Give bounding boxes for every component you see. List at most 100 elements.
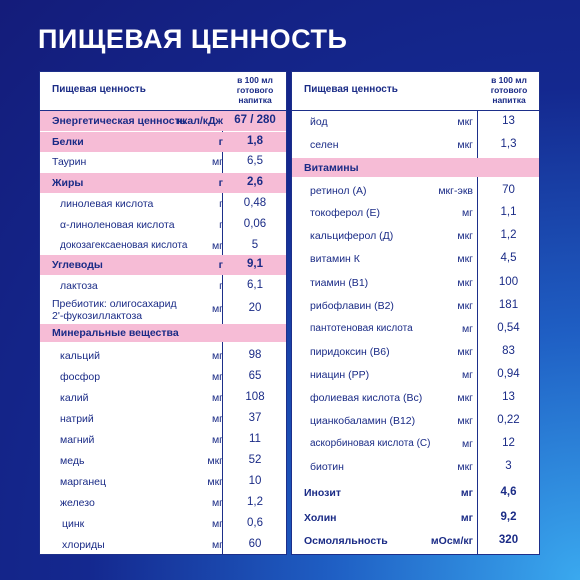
row-unit: мг [211,392,223,404]
row-name: фолиевая кислота (Вс) [310,392,423,404]
row-name: докозагексаеновая кислота [60,240,188,251]
row-unit: г [218,177,223,189]
row-unit: мкг [457,346,473,358]
table-header: Пищевая ценность в 100 мл готового напит… [292,72,539,111]
row-name: Жиры [52,177,84,189]
row-name: токоферол (Е) [310,207,381,219]
row-value: 13 [502,115,515,127]
row-unit: мг [211,434,223,446]
row-unit: г [219,280,223,292]
row-value: 1,2 [247,496,263,508]
row-value: 0,06 [243,218,267,230]
table-row: хлориды мг 60 [40,531,286,552]
table-row: ниацин (РР) мг 0,94 [292,361,539,384]
table-row: витамин К мкг 4,5 [292,246,539,269]
row-unit: мг [460,512,473,524]
row-unit: мг [211,156,223,168]
row-value: 1,8 [247,135,263,147]
section-name: Витамины [304,162,359,174]
column-divider [222,72,223,554]
row-value: 6,5 [247,155,263,167]
row-name: цинк [62,518,85,530]
table-row: йод мкг 13 [292,111,539,132]
row-value: 4,5 [500,252,517,264]
table-header: Пищевая ценность в 100 мл готового напит… [40,72,286,111]
table-row: Таурин мг 6,5 [40,152,286,173]
right-nutrition-table: Пищевая ценность в 100 мл готового напит… [292,72,539,554]
table-row: аскорбиновая кислота (С) мг 12 [292,430,539,453]
row-value: 100 [498,276,519,288]
table-row: лактоза г 6,1 [40,275,286,295]
row-unit: мг [461,369,473,381]
table-row: натрий мг 37 [40,405,286,426]
table-row: пиридоксин (В6) мкг 83 [292,338,539,361]
row-value: 2,6 [247,176,263,188]
section-name: Минеральные вещества [52,327,179,339]
table-row: α-линоленовая кислота г 0,06 [40,213,286,234]
table-row: рибофлавин (В2) мкг 181 [292,292,539,315]
row-name: Инозит [304,487,341,499]
row-unit: мг [211,539,223,551]
row-name: рибофлавин (В2) [310,300,394,312]
row-name: Пребиотик: олигосахарид [52,298,177,310]
column-divider [477,72,478,554]
table-row: докозагексаеновая кислота мг 5 [40,234,286,255]
row-value: 5 [251,239,259,251]
row-value: 70 [502,184,515,196]
row-unit: ккал/кДж [176,115,223,127]
row-value: 0,48 [243,197,267,209]
section-row: Минеральные вещества [40,324,286,342]
row-value: 37 [248,412,262,424]
row-unit: мг [211,497,223,509]
row-value: 6,1 [247,279,263,291]
table-row: селен мкг 1,3 [292,132,539,153]
row-unit: мкг [457,116,473,128]
table-row: ретинол (А) мкг-экв 70 [292,178,539,200]
row-name: кальций [60,350,101,362]
row-name: хлориды [62,539,105,551]
row-unit: мкг [457,392,473,404]
header-per-100ml: в 100 мл готового напитка [236,75,274,105]
row-unit: мг [211,371,223,383]
row-name: Таурин [52,156,87,168]
row-name: аскорбиновая кислота (С) [310,438,431,449]
row-name: селен [310,139,339,151]
header-per-100ml: в 100 мл готового напитка [490,75,528,105]
row-name: линолевая кислота [60,198,154,210]
row-value: 11 [249,433,261,445]
row-value: 13 [502,391,515,403]
table-row: биотин мкг 3 [292,453,539,476]
row-name: йод [310,116,328,128]
row-value: 3 [505,460,512,472]
row-name: Углеводы [52,259,103,271]
row-unit: г [218,136,223,148]
row-name: Осмоляльность [304,535,388,547]
row-unit: мкг [457,139,473,151]
table-row: калий мг 108 [40,384,286,405]
table-row: Белки г 1,8 [40,132,286,152]
row-value: 1,3 [500,138,517,150]
table-row: кальций мг 98 [40,342,286,363]
row-name: медь [60,455,85,467]
row-name: цианкобаламин (В12) [310,415,416,427]
row-unit: мкг [457,253,473,265]
row-unit: мкг [207,476,223,488]
table-row: фосфор мг 65 [40,363,286,384]
row-name: Энергетическая ценность [52,115,187,127]
row-value: 65 [248,370,262,382]
row-name: пиридоксин (В6) [310,346,390,358]
row-value: 83 [502,345,515,357]
table-row: Пребиотик: олигосахарид 2'-фукозиллактоз… [40,295,286,323]
row-name: калий [60,392,89,404]
row-unit: мкг [457,415,473,427]
table-row: Углеводы г 9,1 [40,255,286,275]
row-value: 181 [498,299,519,311]
row-value: 52 [248,454,262,466]
header-label: Пищевая ценность [304,84,398,95]
row-value: 0,6 [247,517,263,529]
row-unit: мг [461,323,473,335]
row-unit: г [219,219,223,231]
table-row: магний мг 11 [40,426,286,447]
row-name: марганец [60,476,106,488]
table-row: Холин мг 9,2 [292,504,539,527]
